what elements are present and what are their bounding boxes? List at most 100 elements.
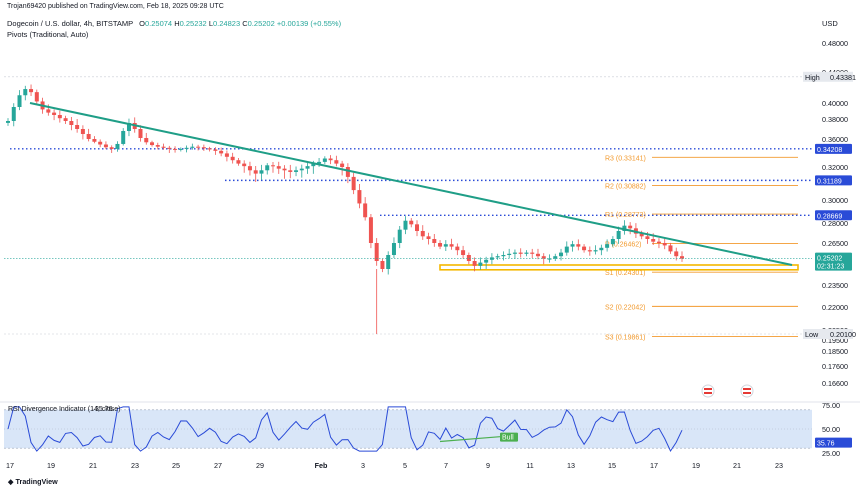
us-flag-icon[interactable] bbox=[740, 384, 754, 398]
candle-body[interactable] bbox=[484, 259, 489, 263]
candle-body[interactable] bbox=[610, 239, 615, 245]
candle-body[interactable] bbox=[219, 150, 224, 154]
candle-body[interactable] bbox=[299, 168, 304, 171]
candle-body[interactable] bbox=[582, 246, 587, 251]
candle-body[interactable] bbox=[466, 255, 471, 261]
rsi-line[interactable] bbox=[7, 406, 683, 453]
candle-body[interactable] bbox=[415, 224, 420, 231]
candle-body[interactable] bbox=[213, 149, 218, 151]
candle-body[interactable] bbox=[69, 121, 74, 125]
candle-body[interactable] bbox=[524, 252, 529, 254]
candle-body[interactable] bbox=[138, 129, 143, 138]
candle-body[interactable] bbox=[75, 125, 80, 129]
candle-body[interactable] bbox=[368, 217, 373, 243]
candle-body[interactable] bbox=[236, 160, 241, 164]
candle-body[interactable] bbox=[530, 252, 535, 254]
candle-body[interactable] bbox=[501, 255, 506, 257]
candle-body[interactable] bbox=[52, 112, 57, 115]
candle-body[interactable] bbox=[616, 231, 621, 239]
candle-body[interactable] bbox=[438, 243, 443, 247]
candle-body[interactable] bbox=[109, 147, 114, 149]
candle-body[interactable] bbox=[518, 252, 523, 254]
candle-body[interactable] bbox=[628, 225, 633, 229]
candle-body[interactable] bbox=[639, 233, 644, 237]
candle-body[interactable] bbox=[230, 156, 235, 161]
candle-body[interactable] bbox=[386, 255, 391, 269]
candle-body[interactable] bbox=[322, 158, 327, 162]
candle-body[interactable] bbox=[605, 244, 610, 248]
candle-body[interactable] bbox=[662, 243, 667, 246]
candle-body[interactable] bbox=[34, 92, 39, 102]
candle-body[interactable] bbox=[397, 229, 402, 243]
candle-body[interactable] bbox=[593, 250, 598, 252]
candle-body[interactable] bbox=[80, 129, 85, 134]
candle-body[interactable] bbox=[103, 144, 108, 148]
candle-body[interactable] bbox=[98, 141, 103, 145]
candle-body[interactable] bbox=[391, 243, 396, 255]
candle-body[interactable] bbox=[247, 166, 252, 171]
candle-body[interactable] bbox=[178, 148, 183, 150]
indicator-legend[interactable]: Pivots (Traditional, Auto) bbox=[7, 30, 89, 39]
candle-body[interactable] bbox=[570, 244, 575, 247]
candle-body[interactable] bbox=[564, 246, 569, 253]
candle-body[interactable] bbox=[420, 231, 425, 237]
candle-body[interactable] bbox=[126, 123, 131, 131]
candle-body[interactable] bbox=[426, 236, 431, 239]
symbol-name[interactable]: Dogecoin / U.S. dollar, 4h, BITSTAMP bbox=[7, 19, 134, 28]
candle-body[interactable] bbox=[668, 245, 673, 252]
candle-body[interactable] bbox=[23, 89, 28, 96]
candle-body[interactable] bbox=[363, 203, 368, 218]
candle-body[interactable] bbox=[507, 253, 512, 255]
candle-body[interactable] bbox=[184, 147, 189, 149]
candle-body[interactable] bbox=[645, 236, 650, 239]
candle-body[interactable] bbox=[374, 243, 379, 261]
candle-body[interactable] bbox=[432, 239, 437, 243]
candle-body[interactable] bbox=[11, 107, 16, 121]
candle-body[interactable] bbox=[167, 147, 172, 149]
candle-body[interactable] bbox=[328, 158, 333, 161]
candle-body[interactable] bbox=[351, 176, 356, 191]
candle-body[interactable] bbox=[201, 147, 206, 149]
candle-body[interactable] bbox=[305, 166, 310, 169]
candle-body[interactable] bbox=[6, 121, 10, 123]
candle-body[interactable] bbox=[63, 118, 68, 121]
candle-body[interactable] bbox=[340, 163, 345, 167]
candle-body[interactable] bbox=[253, 170, 258, 174]
support-zone[interactable] bbox=[439, 264, 799, 271]
candle-body[interactable] bbox=[489, 257, 494, 260]
candle-body[interactable] bbox=[276, 166, 281, 169]
trendline[interactable] bbox=[29, 102, 793, 266]
candle-body[interactable] bbox=[656, 241, 661, 243]
candle-body[interactable] bbox=[403, 220, 408, 230]
candle-body[interactable] bbox=[57, 115, 62, 119]
candle-body[interactable] bbox=[599, 247, 604, 251]
candle-body[interactable] bbox=[46, 109, 51, 113]
candle-body[interactable] bbox=[121, 131, 126, 144]
candle-body[interactable] bbox=[449, 244, 454, 247]
candle-body[interactable] bbox=[478, 262, 483, 266]
candle-body[interactable] bbox=[144, 138, 149, 143]
candle-body[interactable] bbox=[651, 239, 656, 242]
candle-body[interactable] bbox=[559, 252, 564, 257]
candle-body[interactable] bbox=[270, 165, 275, 167]
candle-body[interactable] bbox=[472, 261, 477, 266]
candle-body[interactable] bbox=[512, 252, 517, 254]
candle-body[interactable] bbox=[224, 153, 229, 157]
candle-body[interactable] bbox=[317, 161, 322, 164]
candle-body[interactable] bbox=[461, 250, 466, 255]
candle-body[interactable] bbox=[92, 139, 97, 142]
candle-body[interactable] bbox=[409, 220, 414, 225]
candle-body[interactable] bbox=[547, 258, 552, 260]
candle-body[interactable] bbox=[380, 261, 385, 269]
candle-body[interactable] bbox=[150, 142, 155, 146]
us-flag-icon[interactable] bbox=[701, 384, 715, 398]
candle-body[interactable] bbox=[622, 225, 627, 231]
candle-body[interactable] bbox=[259, 170, 264, 174]
candle-body[interactable] bbox=[265, 165, 270, 171]
candle-body[interactable] bbox=[242, 163, 247, 167]
candle-body[interactable] bbox=[680, 256, 684, 259]
candle-body[interactable] bbox=[541, 256, 546, 259]
candle-body[interactable] bbox=[282, 168, 287, 171]
candle-body[interactable] bbox=[495, 256, 500, 258]
candle-body[interactable] bbox=[535, 253, 540, 257]
